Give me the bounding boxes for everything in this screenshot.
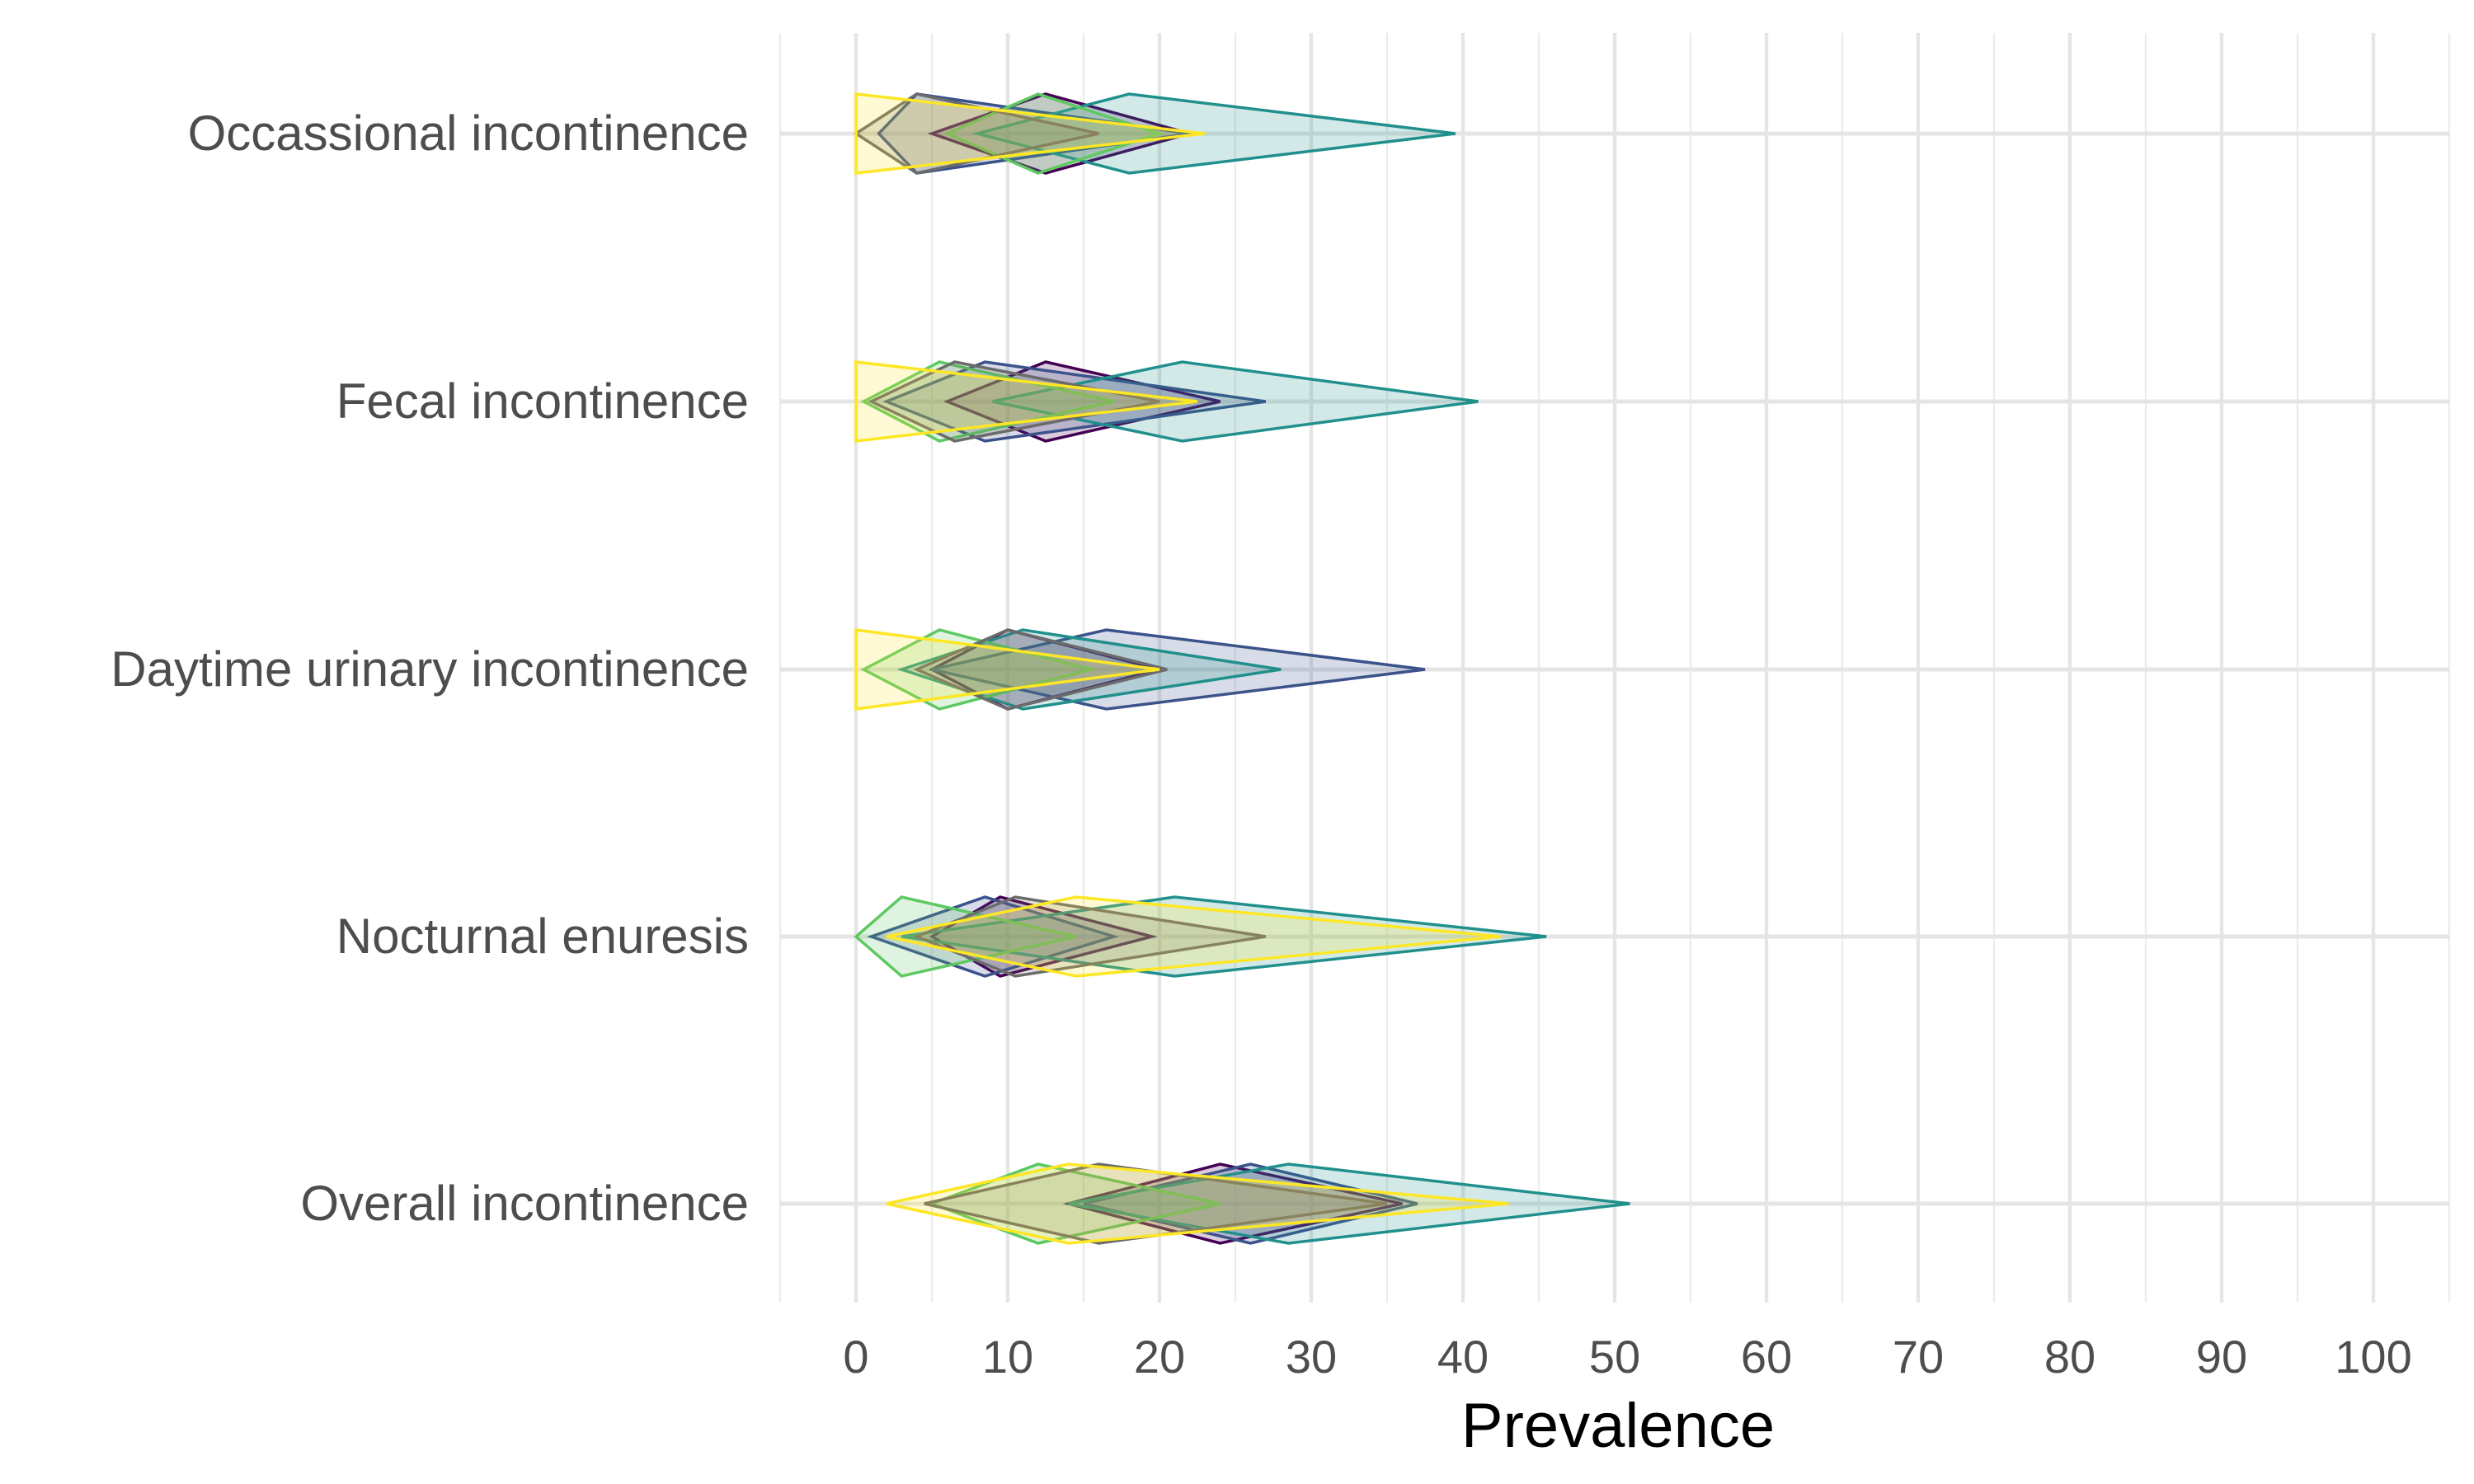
category-label: Fecal incontinence xyxy=(336,373,749,429)
ci-diamond xyxy=(867,895,1119,978)
x-tick-label: 0 xyxy=(843,1331,868,1383)
x-tick-label: 20 xyxy=(1134,1331,1185,1383)
ci-diamond xyxy=(860,628,1098,711)
x-tick-label: 10 xyxy=(982,1331,1033,1383)
x-tick-label: 60 xyxy=(1741,1331,1792,1383)
x-tick-label: 40 xyxy=(1437,1331,1489,1383)
ci-diamond xyxy=(860,360,1115,443)
ci-diamond xyxy=(901,895,1547,978)
x-tick-label: 70 xyxy=(1893,1331,1944,1383)
ci-diamond xyxy=(943,92,1164,175)
ci-diamond xyxy=(854,360,1198,443)
x-tick-label: 50 xyxy=(1589,1331,1640,1383)
ci-diamond xyxy=(854,895,1077,978)
ci-diamond xyxy=(877,92,1191,175)
ci-diamond xyxy=(913,628,1168,711)
x-tick-label: 30 xyxy=(1286,1331,1337,1383)
ci-diamond xyxy=(853,92,1099,175)
x-tick-label: 100 xyxy=(2335,1331,2411,1383)
x-tick-label: 90 xyxy=(2196,1331,2247,1383)
ci-diamond xyxy=(882,360,1267,443)
x-tick-labels: 0 10 20 30 40 50 60 70 80 90 100 xyxy=(843,1331,2411,1383)
x-axis-title: Prevalence xyxy=(1461,1391,1775,1461)
ci-diamond xyxy=(924,1162,1388,1245)
ci-diamond xyxy=(886,895,1502,978)
category-label: Nocturnal enuresis xyxy=(336,909,749,964)
category-label: Occassional incontinence xyxy=(188,106,749,161)
ci-diamond xyxy=(1062,1162,1403,1245)
ci-diamond xyxy=(868,360,1160,443)
diamond-marks xyxy=(853,92,1630,1245)
category-label: Overall incontinence xyxy=(300,1176,749,1231)
category-label: Daytime urinary incontinence xyxy=(111,641,749,697)
ci-diamond xyxy=(854,92,1206,175)
x-tick-label: 80 xyxy=(2044,1331,2095,1383)
category-labels: Occassional incontinence Fecal incontinen… xyxy=(111,106,749,1231)
ci-diamond xyxy=(886,1162,1509,1245)
ci-diamond xyxy=(931,628,1426,711)
ci-diamond xyxy=(912,895,1267,978)
ci-diamond xyxy=(854,628,1160,711)
ci-diamond xyxy=(992,360,1479,443)
